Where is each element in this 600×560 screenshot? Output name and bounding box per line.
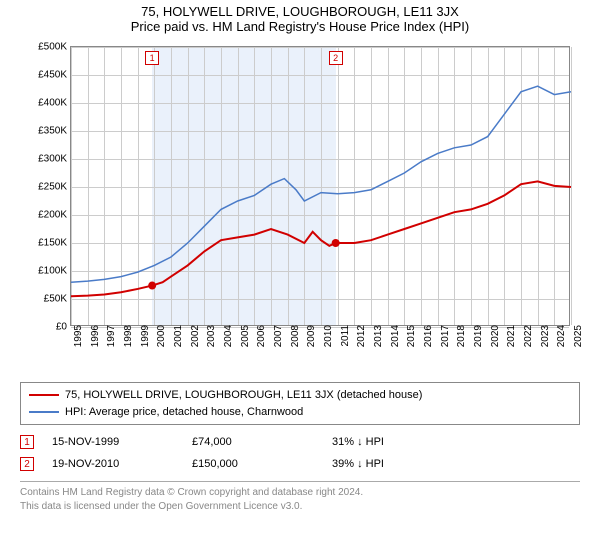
title-subtitle: Price paid vs. HM Land Registry's House … [0, 19, 600, 34]
x-tick-label: 1996 [88, 325, 101, 347]
sale-marker-icon: 2 [20, 457, 34, 471]
table-row: 1 15-NOV-1999£74,00031% ↓ HPI [20, 431, 580, 453]
footer-line1: Contains HM Land Registry data © Crown c… [20, 486, 580, 500]
x-tick-label: 2018 [454, 325, 467, 347]
sale-marker-icon: 1 [20, 435, 34, 449]
footer-attribution: Contains HM Land Registry data © Crown c… [20, 481, 580, 513]
footer-line2: This data is licensed under the Open Gov… [20, 500, 580, 514]
gridline-v [571, 47, 572, 325]
legend-label: HPI: Average price, detached house, Char… [65, 404, 303, 421]
x-tick-label: 2014 [388, 325, 401, 347]
legend-label: 75, HOLYWELL DRIVE, LOUGHBOROUGH, LE11 3… [65, 387, 422, 404]
x-tick-label: 1997 [104, 325, 117, 347]
plot-area: £0£50K£100K£150K£200K£250K£300K£350K£400… [70, 46, 570, 326]
cell-delta: 39% ↓ HPI [332, 458, 472, 470]
x-tick-label: 2009 [304, 325, 317, 347]
x-tick-label: 2010 [321, 325, 334, 347]
sale-point-marker [332, 239, 340, 247]
series-line [71, 86, 571, 282]
y-tick-label: £100K [38, 266, 71, 277]
x-tick-label: 1999 [138, 325, 151, 347]
y-tick-label: £150K [38, 238, 71, 249]
x-tick-label: 2005 [238, 325, 251, 347]
series-line [71, 181, 571, 296]
x-tick-label: 2002 [188, 325, 201, 347]
cell-price: £74,000 [192, 436, 332, 448]
cell-delta: 31% ↓ HPI [332, 436, 472, 448]
x-tick-label: 2020 [488, 325, 501, 347]
x-tick-label: 2022 [521, 325, 534, 347]
x-tick-label: 1998 [121, 325, 134, 347]
x-tick-label: 1995 [71, 325, 84, 347]
chart-container: £0 £50K £100K £150K £200K £250K £300K £350K £400… [20, 36, 580, 376]
x-tick-label: 2013 [371, 325, 384, 347]
y-tick-label: £400K [38, 98, 71, 109]
x-tick-label: 2008 [288, 325, 301, 347]
x-tick-label: 2007 [271, 325, 284, 347]
cell-price: £150,000 [192, 458, 332, 470]
legend-item: HPI: Average price, detached house, Char… [29, 404, 571, 421]
annotation-marker: 1 [145, 51, 159, 65]
x-tick-label: 2016 [421, 325, 434, 347]
x-tick-label: 2024 [554, 325, 567, 347]
legend-swatch [29, 394, 59, 396]
x-tick-label: 2017 [438, 325, 451, 347]
legend-item: 75, HOLYWELL DRIVE, LOUGHBOROUGH, LE11 3… [29, 387, 571, 404]
chart-svg [71, 47, 571, 327]
y-tick-label: £50K [44, 294, 71, 305]
x-tick-label: 2006 [254, 325, 267, 347]
legend: 75, HOLYWELL DRIVE, LOUGHBOROUGH, LE11 3… [20, 382, 580, 425]
x-tick-label: 2003 [204, 325, 217, 347]
y-tick-label: £350K [38, 126, 71, 137]
title-address: 75, HOLYWELL DRIVE, LOUGHBOROUGH, LE11 3… [0, 4, 600, 19]
cell-date: 19-NOV-2010 [52, 458, 192, 470]
x-tick-label: 2021 [504, 325, 517, 347]
x-tick-label: 2011 [338, 325, 351, 347]
chart-titles: 75, HOLYWELL DRIVE, LOUGHBOROUGH, LE11 3… [0, 0, 600, 36]
y-tick-label: £450K [38, 70, 71, 81]
x-tick-label: 2004 [221, 325, 234, 347]
y-tick-label: £300K [38, 154, 71, 165]
x-tick-label: 2001 [171, 325, 184, 347]
x-tick-label: 2019 [471, 325, 484, 347]
y-tick-label: £200K [38, 210, 71, 221]
x-tick-label: 2023 [538, 325, 551, 347]
cell-date: 15-NOV-1999 [52, 436, 192, 448]
x-tick-label: 2012 [354, 325, 367, 347]
annotation-marker: 2 [329, 51, 343, 65]
x-tick-label: 2000 [154, 325, 167, 347]
legend-swatch [29, 411, 59, 413]
sales-table: 1 15-NOV-1999£74,00031% ↓ HPI 2 19-NOV-2010… [20, 431, 580, 475]
table-row: 2 19-NOV-2010£150,00039% ↓ HPI [20, 453, 580, 475]
y-tick-label: £250K [38, 182, 71, 193]
x-tick-label: 2015 [404, 325, 417, 347]
sale-point-marker [148, 282, 156, 290]
y-tick-label: £0 [56, 322, 71, 333]
y-tick-label: £500K [38, 42, 71, 53]
x-tick-label: 2025 [571, 325, 584, 347]
